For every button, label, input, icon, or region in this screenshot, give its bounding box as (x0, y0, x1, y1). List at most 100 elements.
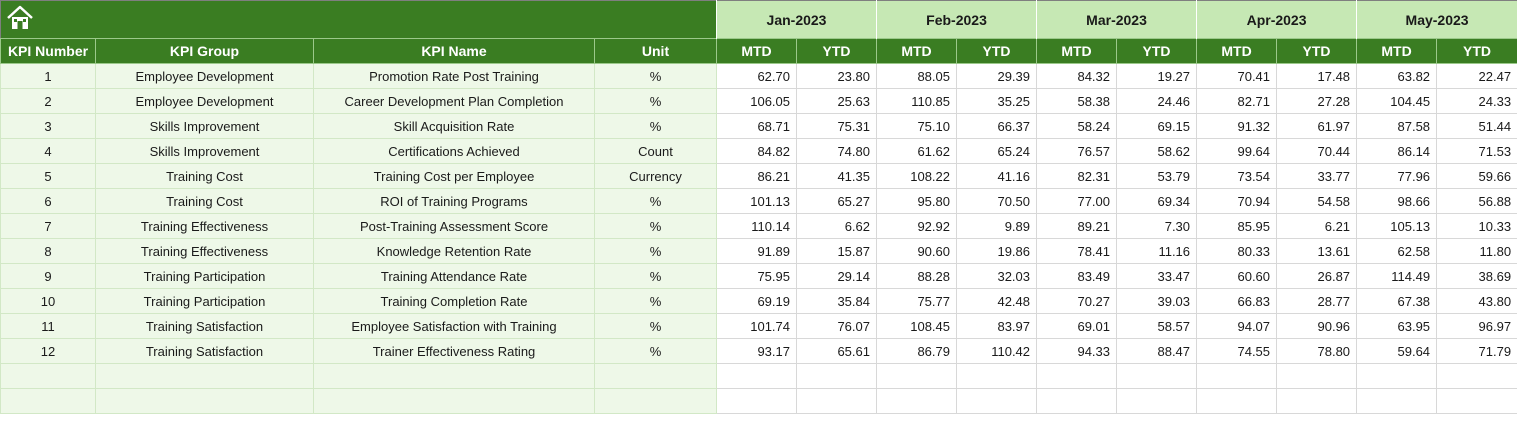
cell-unit[interactable]: % (594, 113, 717, 139)
cell-num[interactable]: 6 (0, 188, 96, 214)
cell-ytd[interactable]: 24.46 (1116, 88, 1198, 114)
cell-ytd[interactable]: 32.03 (955, 263, 1038, 289)
cell-ytd[interactable] (955, 388, 1038, 414)
cell-ytd[interactable] (796, 388, 877, 414)
cell-mtd[interactable]: 101.13 (716, 188, 797, 214)
cell-name[interactable]: Training Attendance Rate (313, 263, 595, 289)
cell-group[interactable]: Employee Development (95, 88, 314, 114)
cell-mtd[interactable]: 62.70 (716, 63, 797, 89)
cell-ytd[interactable]: 9.89 (955, 213, 1038, 239)
cell-mtd[interactable]: 93.17 (716, 338, 797, 364)
cell-mtd[interactable] (716, 363, 797, 389)
cell-mtd[interactable]: 87.58 (1356, 113, 1438, 139)
cell-mtd[interactable]: 63.82 (1356, 63, 1438, 89)
home-icon[interactable] (5, 4, 35, 35)
cell-mtd[interactable]: 110.14 (716, 213, 797, 239)
cell-ytd[interactable]: 70.44 (1276, 138, 1358, 164)
cell-ytd[interactable]: 10.33 (1436, 213, 1519, 239)
cell-mtd[interactable]: 75.95 (716, 263, 797, 289)
cell-ytd[interactable]: 27.28 (1276, 88, 1358, 114)
cell-mtd[interactable]: 86.79 (876, 338, 957, 364)
cell-ytd[interactable]: 78.80 (1276, 338, 1358, 364)
cell-name[interactable]: Training Cost per Employee (313, 163, 595, 189)
cell-mtd[interactable]: 104.45 (1356, 88, 1438, 114)
cell-ytd[interactable]: 33.47 (1116, 263, 1198, 289)
cell-mtd[interactable]: 69.19 (716, 288, 797, 314)
cell-mtd[interactable]: 59.64 (1356, 338, 1438, 364)
cell-ytd[interactable] (1436, 363, 1519, 389)
cell-mtd[interactable]: 80.33 (1196, 238, 1278, 264)
cell-mtd[interactable]: 63.95 (1356, 313, 1438, 339)
cell-num[interactable]: 1 (0, 63, 96, 89)
cell-mtd[interactable]: 70.27 (1036, 288, 1118, 314)
cell-mtd[interactable] (1356, 388, 1438, 414)
cell-ytd[interactable] (1276, 363, 1358, 389)
cell-ytd[interactable]: 6.21 (1276, 213, 1358, 239)
cell-mtd[interactable]: 76.57 (1036, 138, 1118, 164)
cell-unit[interactable]: % (594, 338, 717, 364)
cell-name[interactable]: Post-Training Assessment Score (313, 213, 595, 239)
cell-ytd[interactable]: 26.87 (1276, 263, 1358, 289)
cell-ytd[interactable]: 53.79 (1116, 163, 1198, 189)
cell-ytd[interactable]: 74.80 (796, 138, 877, 164)
cell-ytd[interactable]: 56.88 (1436, 188, 1519, 214)
cell-name[interactable]: Employee Satisfaction with Training (313, 313, 595, 339)
cell-mtd[interactable]: 105.13 (1356, 213, 1438, 239)
cell-ytd[interactable]: 19.27 (1116, 63, 1198, 89)
cell-group[interactable]: Training Effectiveness (95, 213, 314, 239)
cell-ytd[interactable]: 25.63 (796, 88, 877, 114)
cell-mtd[interactable]: 88.05 (876, 63, 957, 89)
cell-mtd[interactable]: 108.22 (876, 163, 957, 189)
cell-mtd[interactable]: 67.38 (1356, 288, 1438, 314)
cell-mtd[interactable]: 91.32 (1196, 113, 1278, 139)
cell-group[interactable] (95, 388, 314, 414)
cell-ytd[interactable]: 29.39 (955, 63, 1038, 89)
cell-mtd[interactable]: 98.66 (1356, 188, 1438, 214)
cell-group[interactable]: Training Satisfaction (95, 338, 314, 364)
cell-name[interactable]: ROI of Training Programs (313, 188, 595, 214)
cell-unit[interactable]: % (594, 263, 717, 289)
cell-mtd[interactable] (876, 363, 957, 389)
cell-mtd[interactable]: 83.49 (1036, 263, 1118, 289)
cell-num[interactable]: 3 (0, 113, 96, 139)
cell-ytd[interactable]: 24.33 (1436, 88, 1519, 114)
cell-ytd[interactable]: 41.35 (796, 163, 877, 189)
cell-ytd[interactable]: 11.80 (1436, 238, 1519, 264)
cell-ytd[interactable]: 13.61 (1276, 238, 1358, 264)
cell-mtd[interactable]: 84.82 (716, 138, 797, 164)
cell-unit[interactable] (594, 363, 717, 389)
cell-mtd[interactable]: 73.54 (1196, 163, 1278, 189)
cell-mtd[interactable] (716, 388, 797, 414)
cell-ytd[interactable]: 35.84 (796, 288, 877, 314)
cell-ytd[interactable]: 41.16 (955, 163, 1038, 189)
cell-unit[interactable]: Count (594, 138, 717, 164)
cell-mtd[interactable] (1036, 388, 1118, 414)
cell-ytd[interactable]: 65.27 (796, 188, 877, 214)
cell-mtd[interactable]: 88.28 (876, 263, 957, 289)
cell-ytd[interactable] (796, 363, 877, 389)
cell-mtd[interactable]: 95.80 (876, 188, 957, 214)
cell-ytd[interactable]: 42.48 (955, 288, 1038, 314)
cell-mtd[interactable]: 60.60 (1196, 263, 1278, 289)
cell-group[interactable]: Training Cost (95, 188, 314, 214)
cell-ytd[interactable]: 65.61 (796, 338, 877, 364)
cell-ytd[interactable] (1276, 388, 1358, 414)
cell-mtd[interactable]: 78.41 (1036, 238, 1118, 264)
cell-ytd[interactable]: 54.58 (1276, 188, 1358, 214)
cell-ytd[interactable]: 61.97 (1276, 113, 1358, 139)
cell-group[interactable]: Training Effectiveness (95, 238, 314, 264)
cell-ytd[interactable] (1116, 388, 1198, 414)
cell-ytd[interactable]: 71.53 (1436, 138, 1519, 164)
cell-ytd[interactable]: 39.03 (1116, 288, 1198, 314)
cell-name[interactable]: Skill Acquisition Rate (313, 113, 595, 139)
cell-mtd[interactable]: 58.38 (1036, 88, 1118, 114)
cell-ytd[interactable]: 96.97 (1436, 313, 1519, 339)
cell-ytd[interactable]: 51.44 (1436, 113, 1519, 139)
cell-group[interactable]: Training Cost (95, 163, 314, 189)
cell-ytd[interactable]: 11.16 (1116, 238, 1198, 264)
cell-name[interactable]: Knowledge Retention Rate (313, 238, 595, 264)
cell-ytd[interactable]: 88.47 (1116, 338, 1198, 364)
cell-ytd[interactable]: 29.14 (796, 263, 877, 289)
cell-ytd[interactable]: 90.96 (1276, 313, 1358, 339)
cell-ytd[interactable]: 7.30 (1116, 213, 1198, 239)
